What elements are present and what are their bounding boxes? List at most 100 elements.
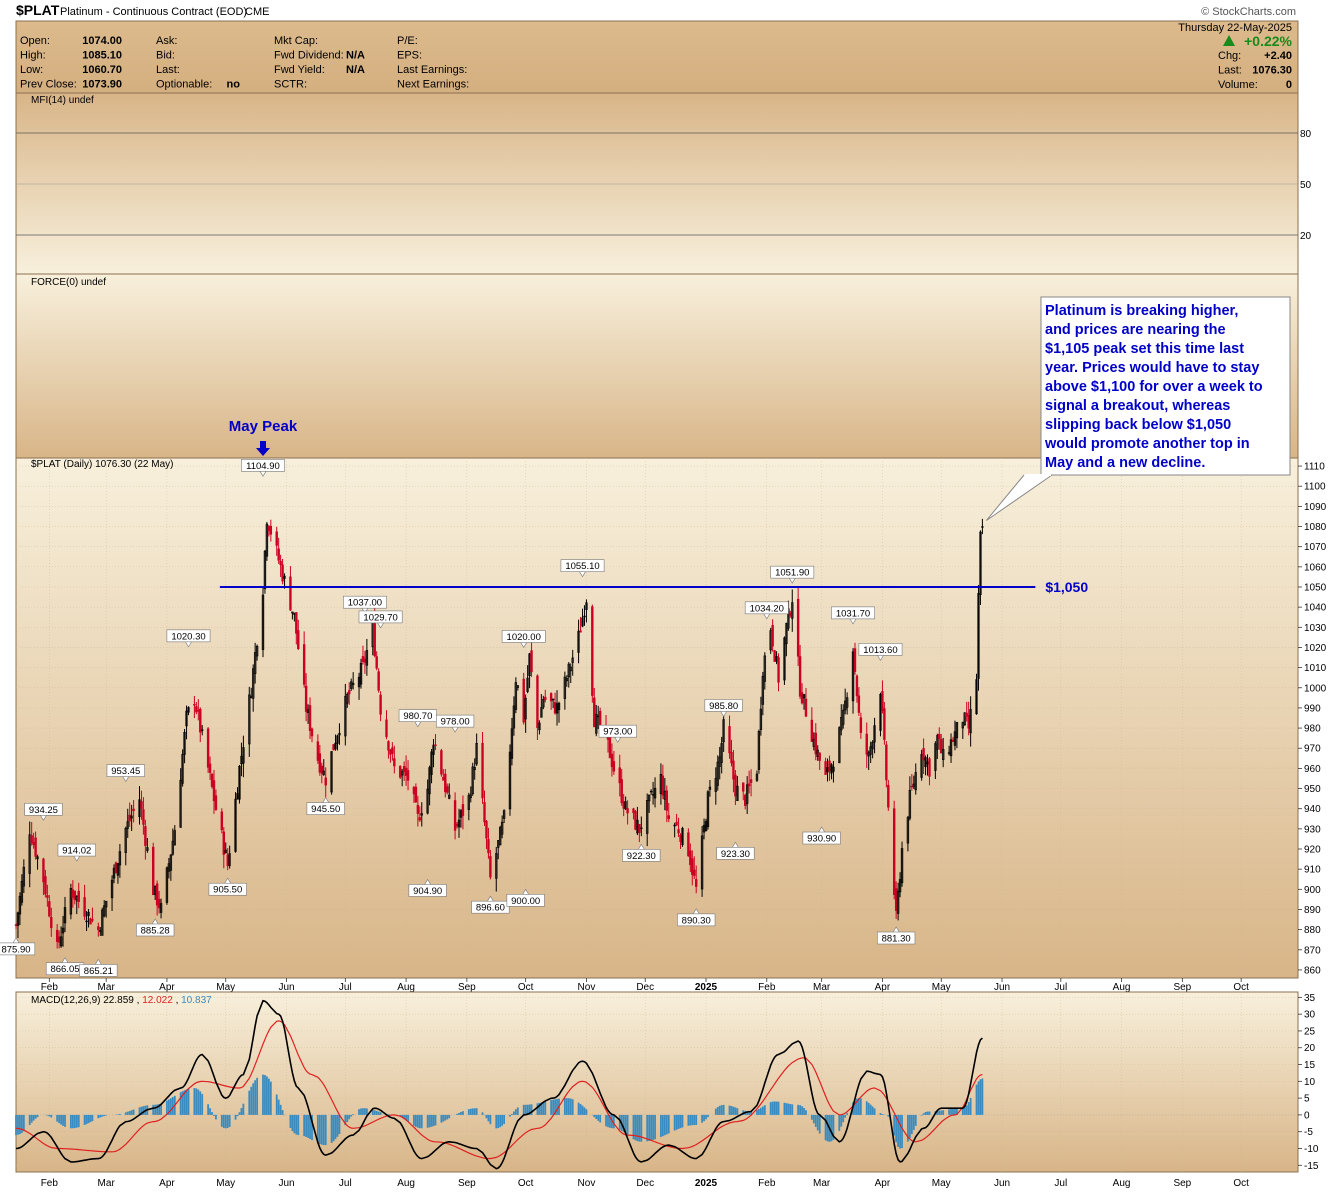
quote-label: Fwd Yield: xyxy=(274,64,325,76)
histogram-bar xyxy=(250,1087,252,1115)
mfi-tick-label: 20 xyxy=(1300,231,1312,242)
histogram-bar xyxy=(605,1115,607,1126)
histogram-bar xyxy=(787,1104,789,1115)
histogram-bar xyxy=(207,1104,209,1115)
price-tick-label: 1060 xyxy=(1304,562,1327,573)
candle-body xyxy=(550,694,552,701)
candle-body xyxy=(33,842,35,844)
histogram-bar xyxy=(252,1083,254,1115)
candle-body xyxy=(731,752,733,763)
macd-tick-label: 10 xyxy=(1304,1077,1316,1088)
histogram-bar xyxy=(915,1115,917,1126)
histogram-bar xyxy=(733,1107,735,1115)
candle-body xyxy=(115,863,117,873)
quote-value: N/A xyxy=(346,64,365,76)
candle-body xyxy=(399,766,401,777)
histogram-bar xyxy=(872,1107,874,1115)
histogram-bar xyxy=(497,1115,499,1128)
price-label-text: 978.00 xyxy=(441,717,470,728)
histogram-bar xyxy=(760,1108,762,1115)
histogram-bar xyxy=(339,1115,341,1134)
histogram-bar xyxy=(305,1115,307,1137)
force-title: FORCE(0) undef xyxy=(31,277,106,288)
histogram-bar xyxy=(580,1104,582,1115)
histogram-bar xyxy=(654,1115,656,1139)
macd-date-label: Sep xyxy=(1173,1178,1191,1189)
histogram-bar xyxy=(860,1098,862,1115)
histogram-bar xyxy=(48,1115,50,1116)
histogram-bar xyxy=(566,1098,568,1115)
candle-body xyxy=(50,917,52,927)
candle-body xyxy=(689,851,691,865)
candle-body xyxy=(319,754,321,773)
candle-body xyxy=(221,812,223,830)
histogram-bar xyxy=(458,1113,460,1115)
histogram-bar xyxy=(882,1114,884,1115)
candle-body xyxy=(687,833,689,856)
candle-body xyxy=(133,809,135,811)
histogram-bar xyxy=(827,1115,829,1142)
candle-body xyxy=(97,927,99,930)
candle-body xyxy=(325,778,327,785)
histogram-bar xyxy=(489,1115,491,1124)
histogram-bar xyxy=(662,1115,664,1136)
histogram-bar xyxy=(482,1112,484,1115)
histogram-bar xyxy=(942,1110,944,1115)
macd-date-label: Oct xyxy=(518,1178,534,1189)
candle-body xyxy=(407,770,409,780)
candle-body xyxy=(297,631,299,649)
candle-body xyxy=(623,802,625,809)
histogram-bar xyxy=(46,1115,48,1116)
histogram-bar xyxy=(86,1115,88,1124)
date-tick-label: Aug xyxy=(1113,982,1131,993)
histogram-bar xyxy=(474,1108,476,1115)
macd-date-label: Feb xyxy=(758,1178,776,1189)
candle-body xyxy=(750,780,752,783)
histogram-bar xyxy=(476,1108,478,1115)
macd-date-label: Feb xyxy=(41,1178,59,1189)
quote-label: P/E: xyxy=(397,35,418,47)
price-tick-label: 1110 xyxy=(1304,462,1325,473)
date-tick-label: Jul xyxy=(339,982,352,993)
candle-body xyxy=(966,713,968,716)
candle-body xyxy=(866,734,868,754)
histogram-bar xyxy=(440,1115,442,1123)
histogram-bar xyxy=(227,1115,229,1128)
histogram-bar xyxy=(242,1104,244,1115)
price-label-text: 1037.00 xyxy=(348,598,382,609)
callout-line: and prices are nearing the xyxy=(1045,322,1226,338)
histogram-bar xyxy=(568,1098,570,1115)
histogram-bar xyxy=(188,1089,190,1115)
candle-body xyxy=(676,822,678,825)
histogram-bar xyxy=(925,1112,927,1115)
histogram-bar xyxy=(131,1110,133,1115)
callout-line: year. Prices would have to stay xyxy=(1045,360,1259,376)
quote-value: 0 xyxy=(1286,79,1292,91)
date-tick-label: Apr xyxy=(159,982,175,993)
price-tick-label: 930 xyxy=(1304,824,1321,835)
price-tick-label: 910 xyxy=(1304,865,1321,876)
callout-line: slipping back below $1,050 xyxy=(1045,417,1231,433)
histogram-bar xyxy=(517,1107,519,1115)
candle-body xyxy=(952,740,954,742)
histogram-bar xyxy=(970,1098,972,1115)
price-label-text: 930.90 xyxy=(807,834,836,845)
date-tick-label: Feb xyxy=(41,982,59,993)
candle-body xyxy=(968,715,970,728)
candle-body xyxy=(729,726,731,753)
histogram-bar xyxy=(499,1115,501,1127)
candle-body xyxy=(797,599,799,656)
histogram-bar xyxy=(199,1091,201,1114)
histogram-bar xyxy=(687,1115,689,1126)
histogram-bar xyxy=(378,1112,380,1115)
candle-body xyxy=(593,698,595,727)
candle-body xyxy=(209,764,211,773)
histogram-bar xyxy=(37,1115,39,1117)
date-tick-label: Mar xyxy=(98,982,116,993)
macd-tick-label: 20 xyxy=(1304,1043,1316,1054)
histogram-bar xyxy=(893,1115,895,1136)
macd-tick-label: 0 xyxy=(1304,1110,1310,1121)
histogram-bar xyxy=(127,1112,129,1115)
